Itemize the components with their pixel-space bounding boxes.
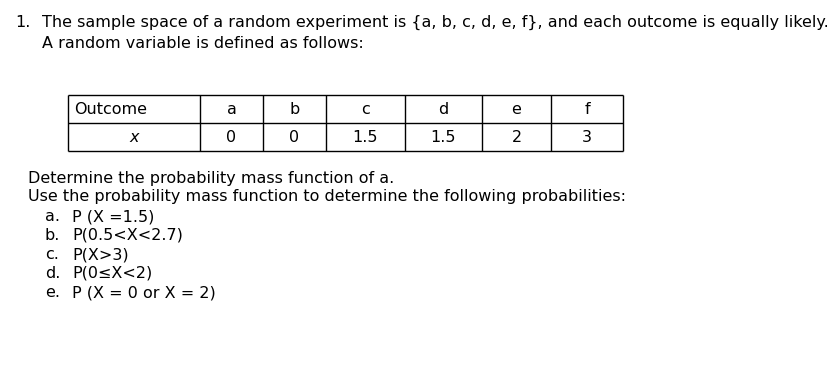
Text: c.: c. xyxy=(45,247,59,262)
Text: b: b xyxy=(289,102,299,117)
Text: 1.5: 1.5 xyxy=(352,129,378,144)
Text: 2: 2 xyxy=(511,129,521,144)
Text: P(0.5<X<2.7): P(0.5<X<2.7) xyxy=(72,228,182,243)
Text: The sample space of a random experiment is {a, b, c, d, e, f}, and each outcome : The sample space of a random experiment … xyxy=(42,15,828,30)
Text: b.: b. xyxy=(45,228,60,243)
Text: x: x xyxy=(129,129,139,144)
Text: Use the probability mass function to determine the following probabilities:: Use the probability mass function to det… xyxy=(28,189,625,204)
Text: 0: 0 xyxy=(227,129,237,144)
Text: d: d xyxy=(438,102,448,117)
Text: P(0≤X<2): P(0≤X<2) xyxy=(72,266,152,281)
Text: 0: 0 xyxy=(289,129,299,144)
Text: Outcome: Outcome xyxy=(74,102,147,117)
Text: Determine the probability mass function of a.: Determine the probability mass function … xyxy=(28,171,394,186)
Text: 1.5: 1.5 xyxy=(431,129,456,144)
Text: e.: e. xyxy=(45,285,60,300)
Text: P (X = 0 or X = 2): P (X = 0 or X = 2) xyxy=(72,285,216,300)
Text: A random variable is defined as follows:: A random variable is defined as follows: xyxy=(42,36,364,51)
Text: a.: a. xyxy=(45,209,60,224)
Text: 1.: 1. xyxy=(15,15,30,30)
Text: e: e xyxy=(511,102,521,117)
Text: d.: d. xyxy=(45,266,60,281)
Text: P(X>3): P(X>3) xyxy=(72,247,129,262)
Text: P (X =1.5): P (X =1.5) xyxy=(72,209,154,224)
Text: c: c xyxy=(360,102,370,117)
Text: a: a xyxy=(227,102,236,117)
Text: 3: 3 xyxy=(581,129,591,144)
Text: f: f xyxy=(584,102,589,117)
